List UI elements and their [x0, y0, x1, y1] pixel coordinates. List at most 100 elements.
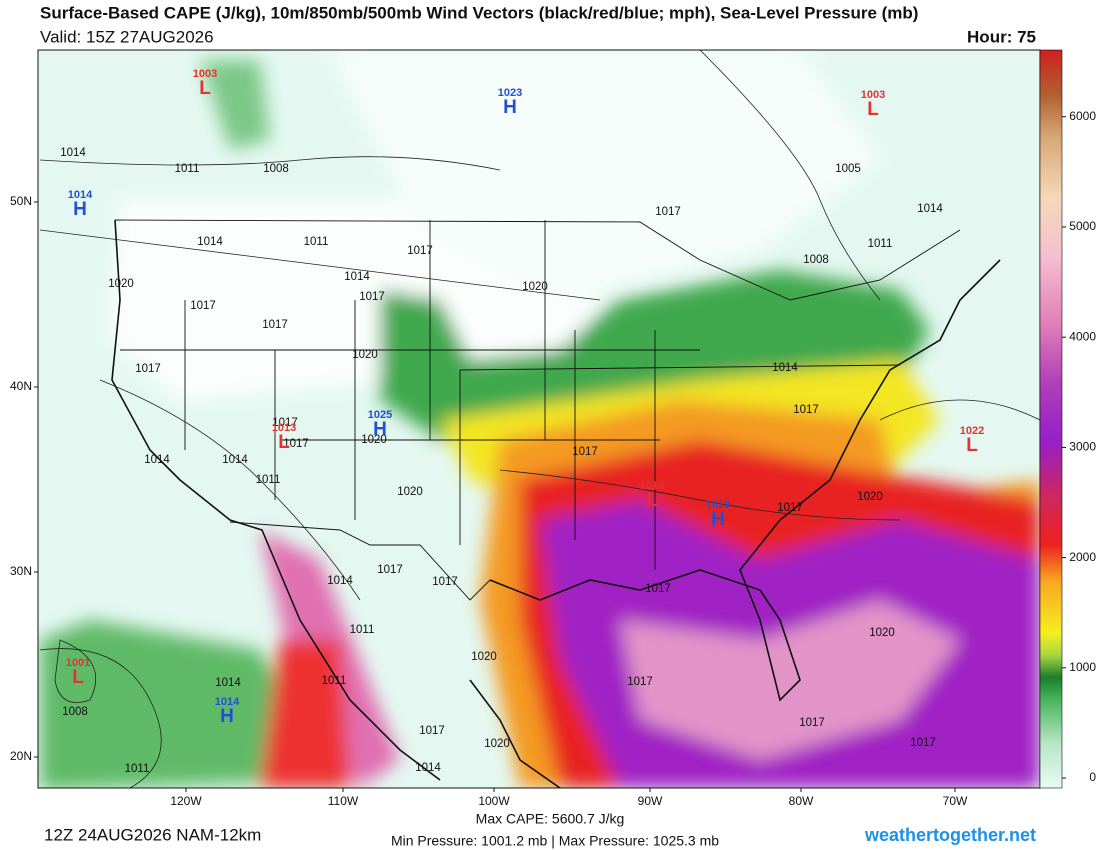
center-value: 1003 — [193, 68, 217, 80]
center-letter: H — [220, 706, 234, 727]
site-name[interactable]: weathertogether.net — [864, 825, 1036, 845]
isobar-label: 1020 — [361, 434, 387, 446]
center-letter: L — [966, 435, 978, 456]
lat-label: 50N — [10, 194, 32, 208]
isobar-label: 1011 — [868, 238, 893, 250]
us-mexico-border — [229, 521, 491, 601]
colorbar-tick-label: 5000 — [1069, 219, 1096, 233]
center-value: 1023 — [498, 87, 522, 99]
isobar-label: 1017 — [910, 737, 936, 749]
state-lines — [120, 220, 901, 570]
isobar-label: 1020 — [108, 278, 134, 290]
isobar-label: 1017 — [272, 417, 298, 429]
isobar-label: 1020 — [471, 651, 497, 663]
isobars — [39, 50, 1040, 788]
cape-pink — [620, 600, 960, 760]
isobar-label: 1014 — [197, 236, 223, 248]
isobar-label: 1020 — [857, 491, 883, 503]
cape-green — [200, 60, 270, 150]
colorbar-tick-label: 4000 — [1069, 329, 1096, 343]
center-letter: H — [711, 509, 725, 530]
isobar-label: 1011 — [304, 236, 329, 248]
isobar-label: 1014 — [344, 271, 370, 283]
isobar-label: 1020 — [484, 738, 510, 750]
forecast-hour: Hour: 75 — [967, 27, 1036, 46]
isobar-label: 1011 — [256, 474, 281, 486]
cape-red — [260, 640, 350, 788]
lat-label: 30N — [10, 564, 32, 578]
cape-low — [330, 50, 880, 300]
isobar-label: 1014 — [327, 575, 353, 587]
isobar-label: 1014 — [222, 454, 248, 466]
isobar-label: 1017 — [377, 564, 403, 576]
cape-green — [40, 620, 330, 788]
center-letter: H — [503, 97, 517, 118]
lat-label: 20N — [10, 749, 32, 763]
isobar-label: 1017 — [419, 725, 445, 737]
center-value: 1001 — [66, 657, 90, 669]
isobar-label: 1017 — [283, 438, 309, 450]
center-letter: H — [73, 199, 87, 220]
isobar-label: 1011 — [350, 624, 375, 636]
lon-label: 110W — [328, 794, 359, 808]
isobar-label: 1020 — [352, 349, 378, 361]
isobar-label: 1014 — [415, 762, 441, 774]
isobar-label: 1017 — [135, 363, 161, 375]
isobar-label: 1017 — [627, 676, 653, 688]
center-letter: L — [646, 490, 658, 511]
isobar-label: 1011 — [125, 763, 150, 775]
isobar-label: 1008 — [62, 706, 88, 718]
center-value: 1019 — [706, 499, 730, 511]
isobar-label: 1017 — [793, 404, 819, 416]
colorbar-tick-label: 3000 — [1069, 440, 1096, 454]
isobar-label: 1005 — [835, 163, 861, 175]
isobar-label: 1014 — [60, 147, 86, 159]
lat-label: 40N — [10, 379, 32, 393]
colorbar-tick-label: 1000 — [1069, 660, 1096, 674]
cape-field — [40, 50, 1040, 788]
lon-label: 90W — [638, 794, 663, 808]
isobar-labels: 1014 1011 1008 1005 1017 1014 1011 1008 1014 1011… — [60, 147, 943, 775]
center-letter: L — [278, 432, 290, 453]
title: Surface-Based CAPE (J/kg), 10m/850mb/500… — [40, 3, 918, 22]
isobar-label: 1017 — [777, 502, 803, 514]
isobar-label: 1014 — [772, 362, 798, 374]
center-value: 1003 — [861, 89, 885, 101]
isobar-label: 1017 — [645, 583, 671, 595]
isobar-label: 1020 — [869, 627, 895, 639]
isobar-label: 1020 — [522, 281, 548, 293]
isobar-label: 1014 — [917, 203, 943, 215]
isobar-label: 1017 — [359, 291, 385, 303]
mexico-coast — [469, 679, 561, 788]
colorbar-tick-label: 0 — [1089, 770, 1096, 784]
colorbar — [1039, 49, 1063, 789]
isobar-label: 1020 — [397, 486, 423, 498]
colorbar-ticks: 0 1000 2000 3000 4000 5000 6000 — [1062, 109, 1096, 784]
lon-label: 80W — [789, 794, 814, 808]
axis-labels: 50N 40N 30N 20N 120W 110W 100W 90W 80W 70W — [10, 194, 968, 808]
isobar-label: 1008 — [263, 163, 289, 175]
isobar-label: 1017 — [407, 245, 433, 257]
center-value: 1013 — [272, 422, 296, 434]
west-coast — [111, 219, 441, 781]
isobar-label: 1011 — [322, 675, 347, 687]
isobar-label: 1014 — [215, 677, 241, 689]
center-letter: L — [199, 78, 211, 99]
max-cape: Max CAPE: 5600.7 J/kg — [476, 811, 625, 827]
isobar-label: 1017 — [190, 300, 216, 312]
isobar-label: 1017 — [572, 446, 598, 458]
isobar-label: 1017 — [655, 206, 681, 218]
valid-time: Valid: 15Z 27AUG2026 — [40, 27, 214, 46]
center-letter: H — [373, 419, 387, 440]
model-run: 12Z 24AUG2026 NAM-12km — [44, 825, 261, 844]
lon-label: 120W — [170, 794, 202, 808]
borders — [114, 219, 961, 601]
lon-label: 70W — [943, 794, 968, 808]
pressure-range: Min Pressure: 1001.2 mb | Max Pressure: … — [391, 833, 719, 849]
center-value: 1014 — [68, 189, 93, 201]
center-value: 1025 — [368, 409, 392, 421]
isobar-label: 1017 — [432, 576, 458, 588]
us-canada-border — [114, 219, 961, 301]
